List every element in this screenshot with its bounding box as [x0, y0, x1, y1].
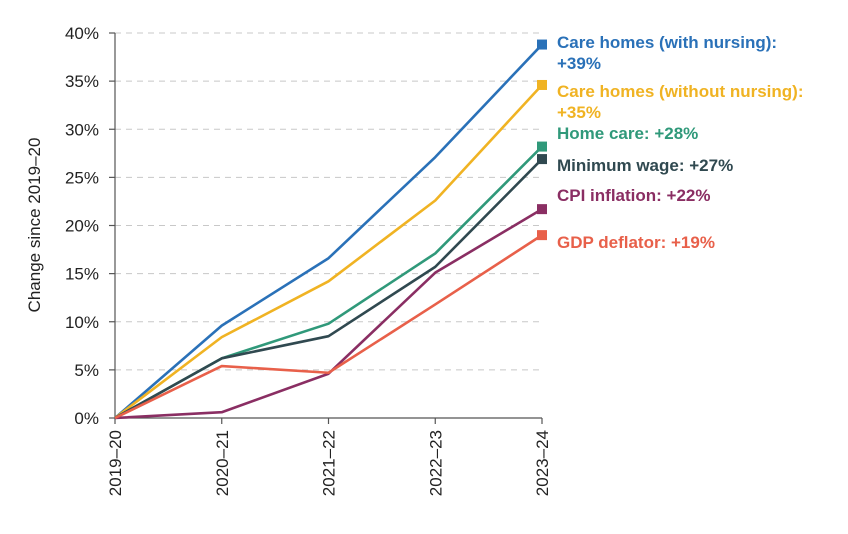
series-line [114, 43, 543, 419]
series-label: Home care: +28% [557, 124, 698, 143]
series-label: Minimum wage: +27% [557, 156, 733, 175]
y-tick-label: 25% [65, 168, 99, 187]
x-tick-label: 2022–23 [426, 430, 445, 496]
series-end-marker [537, 230, 547, 241]
y-tick-label: 35% [65, 72, 99, 91]
series-end-marker [537, 154, 547, 165]
series-label: Care homes (with nursing): [557, 33, 777, 52]
y-tick-label: 10% [65, 313, 99, 332]
y-tick-label: 15% [65, 265, 99, 284]
series-lines [114, 39, 547, 420]
series-end-marker [537, 39, 547, 50]
series-label: CPI inflation: +22% [557, 186, 711, 205]
series-label: +39% [557, 54, 601, 73]
y-tick-label: 0% [74, 409, 99, 428]
series-line [114, 234, 543, 420]
axes: 0% 5% 10% 15% 20% 25% 30% 35% 40% 2019–20 2020–21 2… [65, 24, 552, 496]
x-tick-label: 2019–20 [106, 430, 125, 496]
y-tick-label: 5% [74, 361, 99, 380]
x-tick-label: 2023–24 [533, 430, 552, 496]
y-tick-label: 20% [65, 217, 99, 236]
gridlines [115, 32, 542, 371]
series-line [114, 158, 543, 420]
series-label: Care homes (without nursing): [557, 82, 804, 101]
series-end-marker [537, 79, 547, 90]
series-labels: Care homes (with nursing): +39% Care homes… [557, 33, 804, 252]
series-end-marker [537, 204, 547, 215]
x-tick-label: 2020–21 [213, 430, 232, 496]
series-line [114, 84, 543, 420]
y-axis-title: Change since 2019–20 [25, 138, 44, 313]
y-tick-label: 30% [65, 120, 99, 139]
series-label: +35% [557, 103, 601, 122]
x-tick-label: 2021–22 [320, 430, 339, 496]
series-end-marker [537, 141, 547, 152]
y-tick-label: 40% [65, 24, 99, 43]
series-label: GDP deflator: +19% [557, 233, 715, 252]
